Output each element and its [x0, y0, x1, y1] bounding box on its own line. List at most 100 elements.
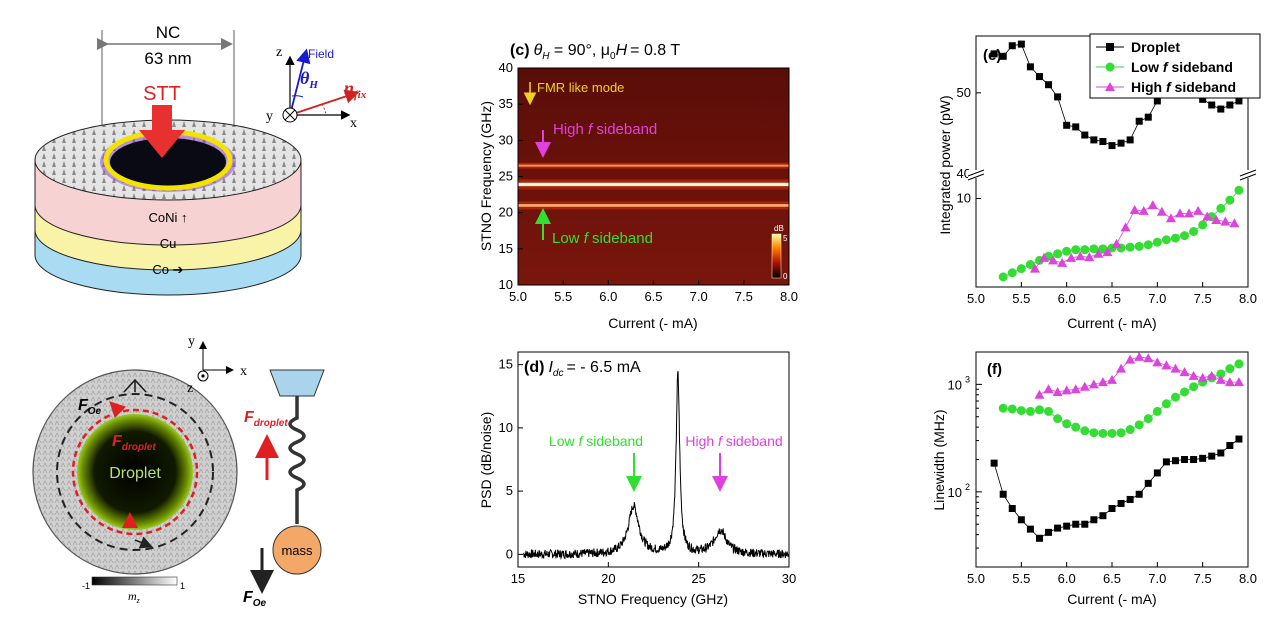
y-label: y — [266, 109, 273, 124]
heatmap-bands — [518, 162, 789, 210]
e-xtick-label: 5.0 — [967, 291, 985, 306]
f-point-droplet — [1135, 490, 1143, 498]
c-ytick-label: 10 — [499, 277, 513, 292]
foe-label-left: FOe — [78, 397, 102, 417]
c-ytick-label: 40 — [499, 60, 513, 75]
c-ytick-label: 30 — [499, 132, 513, 147]
f-point-high-f-sideband — [1161, 360, 1172, 370]
stt-label: STT — [143, 83, 181, 105]
chart-c-xlabel: Current (- mA) — [608, 315, 697, 331]
e-point-high-f-sideband — [1229, 218, 1240, 228]
e-point-high-f-sideband — [1111, 238, 1122, 248]
f-point-high-f-sideband — [1107, 374, 1117, 384]
f-point-droplet — [1090, 516, 1098, 524]
f-xtick-label: 5.5 — [1012, 571, 1030, 586]
e-point-low-f-sideband — [1225, 195, 1235, 205]
e-point-droplet — [1081, 131, 1089, 139]
e-point-low-f-sideband — [998, 272, 1008, 282]
f-xtick-label: 6.0 — [1058, 571, 1076, 586]
f-point-high-f-sideband — [1097, 377, 1108, 387]
b-z-label: z — [187, 381, 193, 396]
e-lower-ytick-label: 10 — [957, 191, 971, 206]
fdroplet-label-left: Fdroplet — [112, 433, 156, 453]
f-point-low-f-sideband — [1116, 428, 1126, 438]
chart-d: 15 20 25 30 0 5 10 15 (d) Idc = - 6.5 mA STNO Fre… — [478, 351, 797, 607]
e-point-high-f-sideband — [1093, 248, 1104, 258]
f-point-droplet — [999, 490, 1007, 498]
e-axis-break-left — [967, 169, 985, 181]
e-point-high-f-sideband — [1120, 222, 1131, 232]
e-axis-break-bg — [968, 170, 984, 178]
f-point-low-f-sideband — [1016, 406, 1026, 416]
field-arrow — [289, 48, 311, 116]
f-point-low-f-sideband — [1180, 387, 1190, 397]
e-point-low-f-sideband — [1062, 246, 1072, 256]
c-ytick-label: 25 — [499, 169, 513, 184]
e-point-high-f-sideband — [1129, 205, 1140, 215]
c-ytick-label: 20 — [499, 205, 513, 220]
e-axis-break-bg-right — [1240, 170, 1256, 178]
droplet-force-diagram: Droplet FOe Fdroplet -1 1 mz y z x mass … — [32, 334, 325, 609]
f-point-droplet — [1063, 522, 1071, 530]
e-point-droplet — [1035, 73, 1043, 81]
e-point-droplet — [1226, 101, 1234, 109]
f-point-low-f-sideband — [1053, 414, 1063, 424]
c-colorbar-max: 5 — [783, 234, 788, 243]
heatmap-bg — [518, 68, 789, 285]
d-ytick-label: 0 — [506, 546, 513, 561]
chart-f-marks — [990, 351, 1244, 542]
f-point-high-f-sideband — [1088, 379, 1099, 389]
f-point-high-f-sideband — [1052, 386, 1063, 396]
mz-label: mz — [128, 589, 141, 605]
chart-e-ticks: 5.0 5.5 6.0 6.5 7.0 7.5 8.0 40 50 10 — [957, 85, 1258, 306]
legend-low-marker — [1105, 62, 1115, 72]
e-point-droplet — [1108, 142, 1116, 150]
f-point-low-f-sideband — [1170, 392, 1180, 402]
e-point-low-f-sideband — [1098, 244, 1108, 254]
e-point-droplet — [1199, 95, 1207, 103]
e-xtick-label: 5.5 — [1012, 291, 1030, 306]
chart-c-ylabel: STNO Frequency (GHz) — [478, 101, 494, 251]
f-ytick-label: 10 — [948, 485, 962, 500]
e-point-droplet — [1045, 81, 1053, 89]
e-point-droplet — [1090, 136, 1098, 144]
y-cross-icon — [284, 109, 296, 121]
e-upper-ytick-label: 40 — [957, 166, 971, 181]
c-colorbar-min: 0 — [783, 272, 788, 281]
e-point-high-f-sideband — [1057, 257, 1068, 267]
e-xtick-label: 8.0 — [1239, 291, 1257, 306]
f-xtick-label: 7.0 — [1148, 571, 1166, 586]
f-series-line-0 — [993, 438, 1240, 539]
c-high-label: High f sideband — [553, 121, 657, 138]
e-point-high-f-sideband — [1029, 263, 1040, 273]
f-point-high-f-sideband — [1206, 370, 1217, 380]
chart-e-panel-label: (e) — [983, 47, 1001, 64]
f-point-low-f-sideband — [1152, 406, 1162, 416]
chart-e-marks — [990, 40, 1244, 282]
e-point-droplet — [1126, 136, 1134, 144]
f-point-high-f-sideband — [1188, 370, 1199, 380]
f-point-droplet — [1054, 524, 1062, 532]
e-point-low-f-sideband — [1089, 244, 1099, 254]
f-point-high-f-sideband — [1179, 367, 1190, 377]
f-point-droplet — [990, 459, 998, 467]
e-point-high-f-sideband — [1084, 252, 1095, 262]
e-point-low-f-sideband — [1152, 237, 1162, 247]
f-point-high-f-sideband — [1152, 357, 1163, 367]
c-xtick-label: 6.5 — [644, 289, 662, 304]
chart-d-ticks: 15 20 25 30 0 5 10 15 — [499, 357, 797, 586]
e-point-droplet — [1099, 138, 1107, 146]
f-point-low-f-sideband — [1080, 426, 1090, 436]
f-xtick-label: 6.5 — [1103, 571, 1121, 586]
legend-low-label: Low f sideband — [1131, 59, 1233, 75]
e-point-high-f-sideband — [1220, 216, 1231, 226]
chart-f-ylabel: Linewidth (MHz) — [931, 409, 947, 510]
b-z-dot-icon — [201, 374, 205, 378]
e-point-low-f-sideband — [1234, 185, 1244, 195]
c-ytick-label: 15 — [499, 241, 513, 256]
chart-d-ylabel: PSD (dB/noise) — [478, 412, 494, 508]
e-xtick-label: 6.5 — [1103, 291, 1121, 306]
e-point-high-f-sideband — [1211, 214, 1222, 224]
e-point-droplet — [1208, 101, 1216, 109]
f-point-droplet — [1017, 516, 1025, 524]
